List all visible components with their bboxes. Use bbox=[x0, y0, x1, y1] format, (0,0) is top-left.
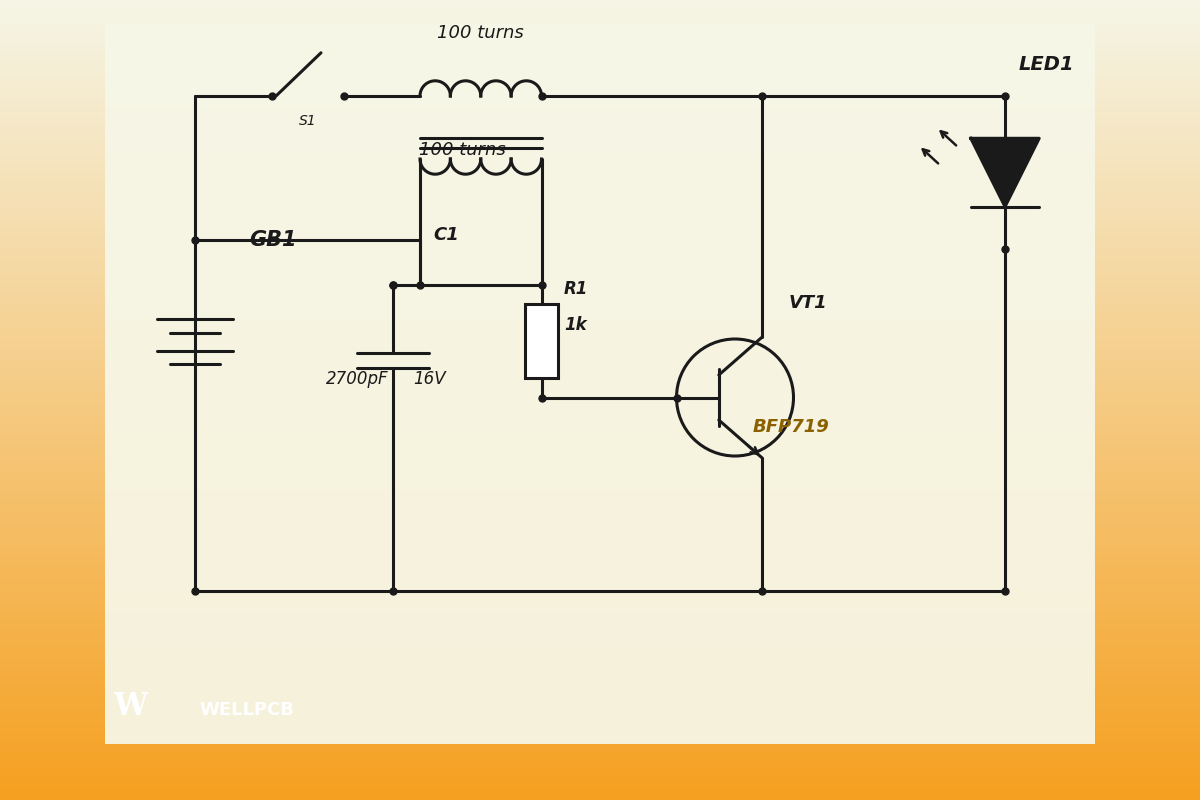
Polygon shape bbox=[971, 138, 1039, 206]
Text: 2700pF: 2700pF bbox=[325, 370, 388, 389]
Text: 100 turns: 100 turns bbox=[437, 24, 523, 42]
Text: 100 turns: 100 turns bbox=[419, 141, 505, 159]
Text: 16V: 16V bbox=[413, 370, 445, 389]
Text: W: W bbox=[113, 690, 148, 722]
Text: VT1: VT1 bbox=[790, 294, 828, 312]
Text: LED1: LED1 bbox=[1019, 55, 1074, 74]
Text: S1: S1 bbox=[299, 114, 317, 128]
Text: WELLPCB: WELLPCB bbox=[199, 701, 294, 718]
Text: GB1: GB1 bbox=[250, 230, 296, 250]
Text: R1: R1 bbox=[564, 281, 588, 298]
Bar bbox=[526, 304, 558, 378]
Text: 1k: 1k bbox=[564, 317, 587, 334]
Text: BFP719: BFP719 bbox=[754, 418, 829, 436]
FancyBboxPatch shape bbox=[96, 15, 1104, 753]
Text: C1: C1 bbox=[433, 226, 460, 245]
